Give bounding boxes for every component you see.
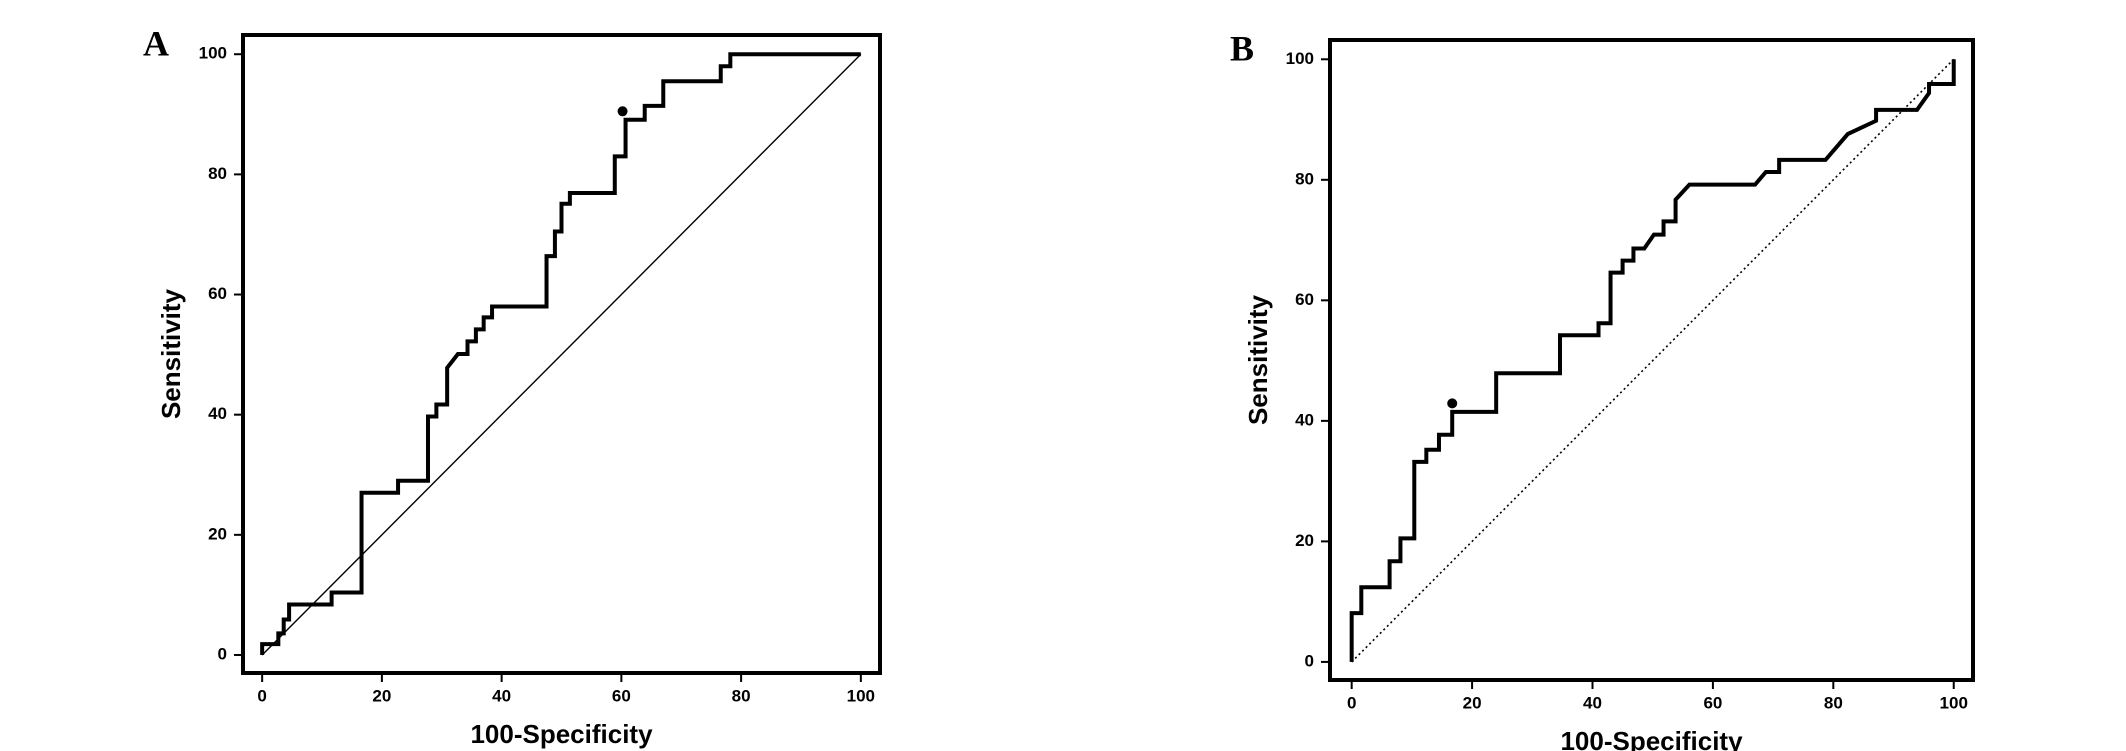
y-tick-label: 0 [218,644,227,663]
x-tick-label: 100 [847,686,875,705]
x-tick-label: 20 [372,686,391,705]
panel-label: A [143,23,169,63]
y-tick-label: 100 [199,44,227,63]
y-tick-label: 20 [208,524,227,543]
y-tick-label: 40 [1295,410,1314,429]
x-tick-label: 60 [1703,693,1722,712]
y-tick-label: 80 [1295,169,1314,188]
y-axis-title: Sensitivity [156,288,186,419]
roc-curve [260,52,861,655]
x-tick-label: 60 [612,686,631,705]
y-tick-label: 100 [1286,49,1314,68]
y-tick-label: 40 [208,404,227,423]
panel-label: B [1230,28,1254,68]
plot-frame [1328,38,1975,682]
x-tick-label: 100 [1940,693,1968,712]
x-tick-label: 0 [257,686,266,705]
reference-line [1351,58,1955,663]
y-tick-label: 60 [1295,290,1314,309]
x-tick-label: 40 [1583,693,1602,712]
x-axis-title: 100-Specificity [1560,726,1743,751]
x-tick-label: 80 [1824,693,1843,712]
cutoff-point [1447,398,1458,409]
x-tick-label: 0 [1347,693,1356,712]
x-tick-label: 20 [1463,693,1482,712]
cutoff-point [617,106,628,117]
y-tick-label: 60 [208,284,227,303]
roc-curve [1349,59,1956,662]
x-tick-label: 40 [492,686,511,705]
y-tick-label: 20 [1295,531,1314,550]
x-tick-label: 80 [732,686,751,705]
plot-frame [241,33,882,675]
x-axis-title: 100-Specificity [470,719,653,749]
y-axis-title: Sensitivity [1243,294,1273,425]
y-tick-label: 80 [208,164,227,183]
y-tick-label: 0 [1305,651,1314,670]
reference-line [261,53,862,656]
